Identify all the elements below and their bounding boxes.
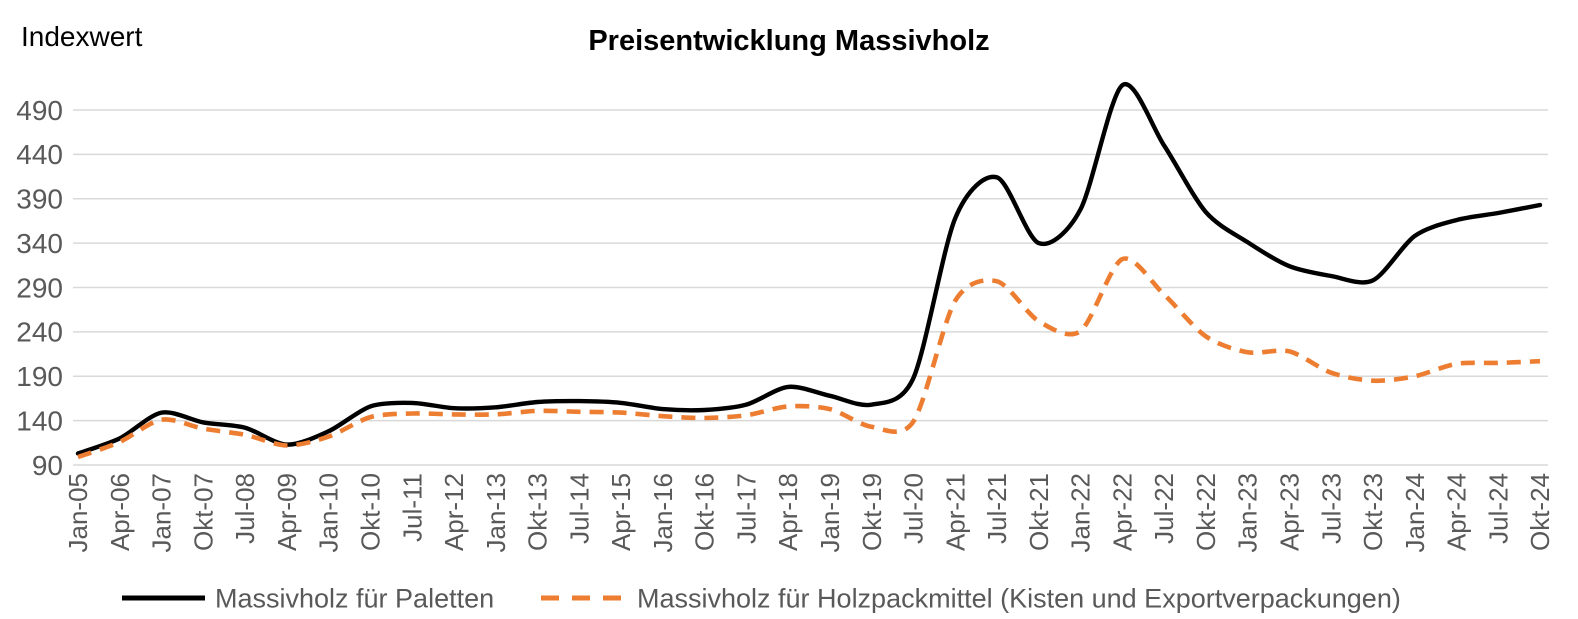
x-tick-label: Apr-15	[606, 473, 636, 551]
x-tick-label: Jul-22	[1149, 473, 1179, 544]
y-tick-label: 340	[16, 228, 63, 259]
x-tick-label: Okt-07	[188, 473, 218, 551]
x-tick-label: Jul-08	[230, 473, 260, 544]
gridlines	[73, 109, 1548, 466]
series-lines	[75, 81, 1543, 460]
x-tick-label: Jan-22	[1066, 473, 1096, 553]
x-tick-label: Jan-13	[481, 473, 511, 553]
x-tick-label: Apr-24	[1442, 473, 1472, 551]
x-tick-label: Apr-06	[105, 473, 135, 551]
y-axis-title: Indexwert	[21, 21, 143, 52]
x-tick-label: Okt-22	[1191, 473, 1221, 551]
x-tick-label: Okt-24	[1525, 473, 1555, 551]
x-tick-label: Jan-07	[147, 473, 177, 553]
x-tick-label: Apr-22	[1107, 473, 1137, 551]
chart-title: Preisentwicklung Massivholz	[588, 25, 989, 57]
series-line-paletten	[75, 81, 1543, 456]
x-tick-label: Apr-21	[940, 473, 970, 551]
y-tick-label: 290	[16, 272, 63, 303]
x-tick-label: Jan-10	[314, 473, 344, 553]
x-tick-label: Jul-11	[397, 473, 427, 542]
y-tick-label: 490	[16, 95, 63, 126]
x-tick-label: Okt-23	[1358, 473, 1388, 551]
y-axis-tick-labels: 90 140 190 240 290 340 390 440 490	[16, 95, 63, 481]
x-tick-label: Apr-23	[1274, 473, 1304, 551]
legend-label-holzpackmittel: Massivholz für Holzpackmittel (Kisten un…	[637, 583, 1401, 613]
x-tick-label: Apr-18	[773, 473, 803, 551]
y-tick-label: 390	[16, 184, 63, 215]
x-tick-label: Apr-09	[272, 473, 302, 551]
x-tick-label: Okt-21	[1024, 473, 1054, 551]
x-tick-label: Okt-19	[857, 473, 887, 551]
legend: Massivholz für Paletten Massivholz für H…	[122, 583, 1401, 613]
x-tick-label: Jul-21	[982, 473, 1012, 544]
y-tick-label: 240	[16, 317, 63, 348]
legend-label-paletten: Massivholz für Paletten	[215, 583, 494, 613]
series-line-holzpackmittel	[77, 256, 1541, 460]
x-tick-label: Jul-24	[1483, 473, 1513, 544]
x-tick-label: Jan-16	[648, 473, 678, 553]
x-tick-label: Jan-24	[1400, 473, 1430, 553]
x-tick-label: Jan-05	[63, 473, 93, 553]
y-tick-label: 140	[16, 405, 63, 436]
x-tick-label: Okt-10	[356, 473, 386, 551]
y-tick-label: 440	[16, 139, 63, 170]
x-tick-label: Jul-14	[564, 473, 594, 544]
x-axis-tick-labels: Jan-05 Apr-06 Jan-07 Okt-07 Jul-08 Apr-09 Jan-…	[63, 473, 1555, 553]
x-tick-label: Apr-12	[439, 473, 469, 551]
x-tick-label: Jan-19	[815, 473, 845, 553]
x-tick-label: Jul-20	[899, 473, 929, 544]
x-tick-label: Jul-17	[731, 473, 761, 544]
x-tick-label: Jan-23	[1233, 473, 1263, 553]
x-tick-label: Okt-13	[523, 473, 553, 551]
y-tick-label: 90	[32, 450, 63, 481]
y-tick-label: 190	[16, 361, 63, 392]
x-tick-label: Jul-23	[1316, 473, 1346, 544]
x-tick-label: Okt-16	[690, 473, 720, 551]
